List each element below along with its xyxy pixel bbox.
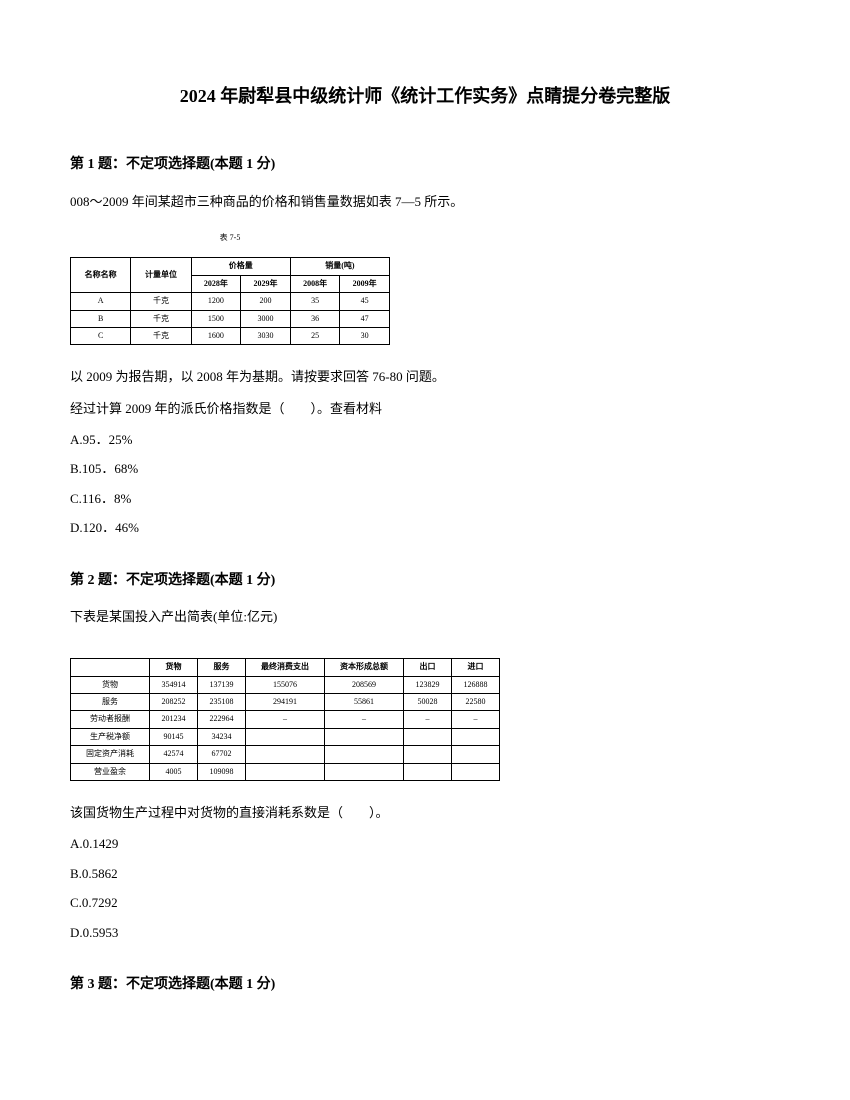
q1-th3: 价格量 [191, 258, 290, 275]
q1-option-a: A.95．25% [70, 428, 780, 451]
table-row: A 千克 1200 200 35 45 [71, 293, 390, 310]
q1-after2: 经过计算 2009 年的派氏价格指数是（ ）。查看材料 [70, 397, 780, 420]
q1-option-d: D.120．46% [70, 516, 780, 539]
q3-header: 第 3 题：不定项选择题(本题 1 分) [70, 972, 780, 997]
table-row: C 千克 1600 3030 25 30 [71, 327, 390, 344]
q2-option-b: B.0.5862 [70, 862, 780, 885]
q1-th2: 计量单位 [131, 258, 191, 293]
table-row: 劳动者报酬 201234 222964 – – – – [71, 711, 500, 728]
q1-th1: 名称名称 [71, 258, 131, 293]
q1-after1: 以 2009 为报告期，以 2008 年为基期。请按要求回答 76-80 问题。 [70, 365, 780, 388]
q1-option-b: B.105．68% [70, 457, 780, 480]
q1-sub1: 2028年 [191, 275, 241, 292]
q2-body: 下表是某国投入产出简表(单位:亿元) 货物 服务 最终消费支出 资本形成总额 出… [70, 605, 780, 944]
q1-table-caption: 表 7-5 [70, 231, 390, 245]
q1-body: 008～2009 年间某超市三种商品的价格和销售量数据如表 7—5 所示。 表 … [70, 190, 780, 540]
page-title: 2024 年尉犁县中级统计师《统计工作实务》点睛提分卷完整版 [70, 80, 780, 112]
q1-table: 名称名称 计量单位 价格量 销量(吨) 2028年 2029年 2008年 20… [70, 257, 390, 345]
q1-sub3: 2008年 [290, 275, 340, 292]
q1-header: 第 1 题：不定项选择题(本题 1 分) [70, 152, 780, 177]
table-row: 营业盈余 4005 109098 [71, 763, 500, 780]
table-row: 货物 354914 137139 155076 208569 123829 12… [71, 676, 500, 693]
q2-option-d: D.0.5953 [70, 921, 780, 944]
q2-header: 第 2 题：不定项选择题(本题 1 分) [70, 568, 780, 593]
table-row: 服务 208252 235108 294191 55861 50028 2258… [71, 694, 500, 711]
q1-sub2: 2029年 [241, 275, 291, 292]
table-row: 固定资产消耗 42574 67702 [71, 746, 500, 763]
q2-after1: 该国货物生产过程中对货物的直接消耗系数是（ ）。 [70, 801, 780, 824]
q2-option-a: A.0.1429 [70, 832, 780, 855]
q1-option-c: C.116．8% [70, 487, 780, 510]
q1-sub4: 2009年 [340, 275, 390, 292]
q1-intro: 008～2009 年间某超市三种商品的价格和销售量数据如表 7—5 所示。 [70, 190, 780, 213]
table-row: 货物 服务 最终消费支出 资本形成总额 出口 进口 [71, 659, 500, 676]
table-row: 生产税净额 90145 34234 [71, 728, 500, 745]
q2-table: 货物 服务 最终消费支出 资本形成总额 出口 进口 货物 354914 1371… [70, 658, 500, 781]
q2-intro: 下表是某国投入产出简表(单位:亿元) [70, 605, 780, 628]
table-row: B 千克 1500 3000 36 47 [71, 310, 390, 327]
q1-th4: 销量(吨) [290, 258, 389, 275]
q2-option-c: C.0.7292 [70, 891, 780, 914]
